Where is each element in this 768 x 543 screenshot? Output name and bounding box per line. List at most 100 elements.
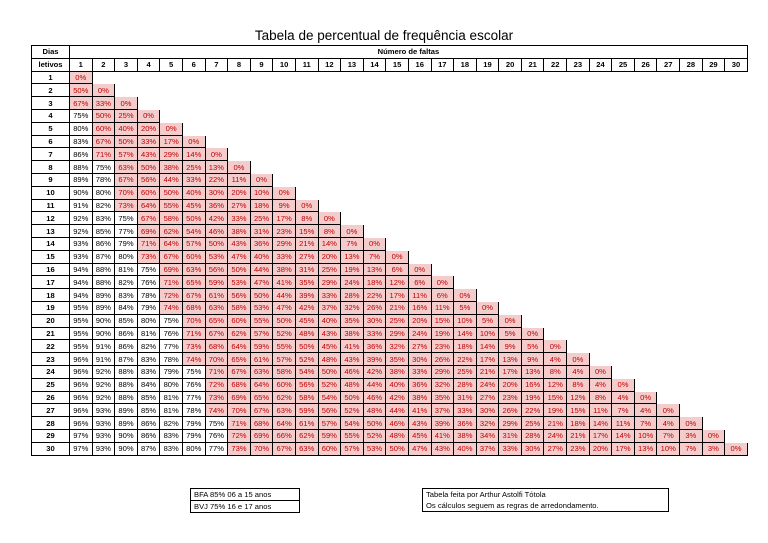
percent-cell: 38%	[407, 390, 432, 405]
percent-cell: 50%	[91, 108, 116, 123]
percent-cell: 10%	[633, 428, 658, 443]
table-row: 14 93% 86% 79% 71% 64% 57% 50% 43% 36% 29% 21% 14% 7%…	[31, 236, 748, 251]
percent-cell: 14%	[475, 339, 500, 354]
empty-cell	[611, 186, 635, 200]
empty-cell	[566, 314, 590, 328]
empty-cell	[294, 96, 319, 110]
empty-cell	[543, 237, 567, 251]
empty-cell	[679, 96, 703, 110]
percent-cell: 48%	[294, 326, 319, 341]
empty-cell	[181, 83, 206, 97]
percent-cell: 28%	[453, 377, 477, 392]
empty-cell	[520, 147, 544, 161]
percent-cell: 11%	[430, 300, 455, 315]
percent-cell: 33%	[181, 172, 206, 187]
percent-cell: 20%	[498, 377, 522, 392]
day-cell: 25	[31, 377, 70, 392]
empty-cell	[543, 211, 567, 225]
percent-cell: 70%	[114, 185, 138, 200]
empty-cell	[611, 122, 635, 136]
empty-cell	[385, 199, 409, 212]
table-row: 26 96% 92% 88% 85% 81% 77% 73% 69% 65% 62% 58% 54% 50…	[31, 390, 748, 405]
empty-cell	[566, 199, 590, 212]
percent-cell: 40%	[453, 441, 477, 456]
empty-cell	[701, 224, 725, 238]
empty-cell	[724, 211, 748, 225]
percent-cell: 64%	[136, 198, 161, 213]
empty-cell	[633, 327, 657, 340]
percent-cell: 13%	[204, 160, 229, 174]
empty-cell	[701, 160, 725, 174]
percent-cell: 11%	[588, 403, 613, 418]
empty-cell	[362, 199, 386, 212]
percent-cell: 70%	[249, 441, 274, 456]
percent-cell: 17%	[159, 134, 183, 149]
percent-cell: 59%	[317, 428, 342, 443]
percent-cell: 76%	[181, 377, 206, 392]
empty-cell	[724, 391, 748, 404]
empty-cell	[611, 352, 635, 366]
percent-cell: 30%	[407, 352, 432, 366]
empty-cell	[475, 83, 499, 97]
percent-cell: 40%	[317, 313, 342, 328]
empty-cell	[633, 224, 657, 238]
percent-cell: 10%	[475, 326, 500, 341]
percent-cell: 67%	[136, 211, 161, 226]
empty-cell	[588, 250, 612, 264]
percent-cell: 33%	[272, 249, 296, 264]
empty-cell	[453, 96, 477, 110]
column-header: 22	[543, 57, 568, 72]
empty-cell	[227, 109, 251, 123]
column-header: 24	[588, 57, 613, 72]
empty-cell	[520, 314, 544, 328]
percent-cell: 29%	[272, 236, 296, 251]
day-cell: 24	[31, 364, 70, 379]
percent-cell: 23%	[272, 224, 296, 238]
percent-cell: 10%	[656, 441, 681, 456]
percent-cell: 50%	[272, 313, 296, 328]
empty-cell	[227, 71, 251, 84]
percent-cell: 52%	[340, 403, 364, 418]
percent-cell: 96%	[69, 403, 93, 418]
empty-cell	[453, 135, 477, 148]
empty-cell	[430, 71, 454, 84]
legend-box: BFA 85% 06 a 15 anos BVJ 75% 16 e 17 ano…	[190, 488, 300, 513]
empty-cell	[407, 186, 431, 200]
percent-cell: 61%	[204, 288, 229, 302]
empty-cell	[566, 147, 590, 161]
empty-cell	[520, 122, 544, 136]
percent-cell: 0%	[611, 377, 635, 392]
empty-cell	[701, 288, 725, 302]
percent-cell: 0%	[249, 172, 274, 187]
percent-cell: 85%	[136, 403, 161, 418]
empty-cell	[633, 237, 657, 251]
credits-line: Os cálculos seguem as regras de arredond…	[426, 501, 599, 510]
percent-cell: 32%	[475, 416, 500, 430]
empty-cell	[181, 122, 206, 136]
percent-cell: 65%	[181, 275, 206, 290]
empty-cell	[633, 135, 657, 148]
percent-cell: 68%	[204, 339, 229, 354]
day-cell: 8	[31, 160, 70, 174]
percent-cell: 41%	[407, 403, 432, 418]
percent-cell: 77%	[204, 441, 229, 456]
percent-cell: 67%	[272, 441, 296, 456]
empty-cell	[588, 173, 612, 187]
table-row: 17 94% 88% 82% 76% 71% 65% 59% 53% 47% 41% 35% 29% 24…	[31, 275, 748, 290]
percent-cell: 83%	[91, 211, 116, 226]
percent-cell: 44%	[385, 403, 409, 418]
column-header: 6	[181, 57, 206, 72]
percent-cell: 38%	[385, 364, 409, 379]
empty-cell	[498, 224, 522, 238]
empty-cell	[543, 288, 567, 302]
empty-cell	[520, 211, 544, 225]
empty-cell	[498, 147, 522, 161]
empty-cell	[566, 327, 590, 340]
percent-cell: 54%	[340, 416, 364, 430]
empty-cell	[679, 275, 703, 289]
empty-cell	[475, 135, 499, 148]
percent-cell: 0%	[272, 185, 296, 200]
percent-cell: 31%	[294, 262, 319, 277]
empty-cell	[566, 173, 590, 187]
empty-cell	[656, 365, 680, 379]
